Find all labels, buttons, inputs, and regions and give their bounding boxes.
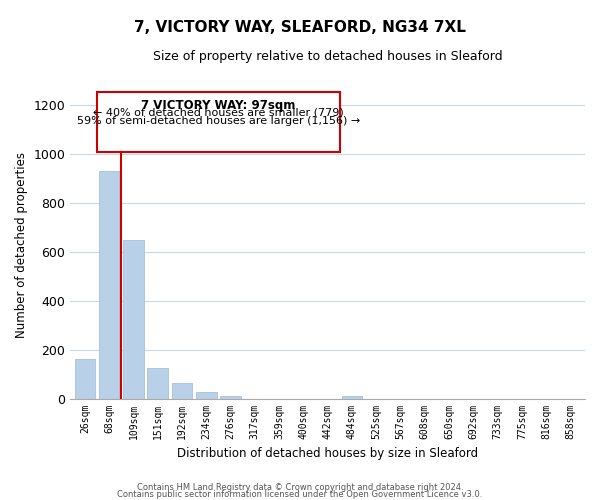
Text: 59% of semi-detached houses are larger (1,156) →: 59% of semi-detached houses are larger (…	[77, 116, 360, 126]
Bar	[196, 392, 217, 398]
Bar	[148, 368, 168, 398]
Bar	[123, 240, 144, 398]
Title: Size of property relative to detached houses in Sleaford: Size of property relative to detached ho…	[153, 50, 502, 63]
FancyBboxPatch shape	[97, 92, 340, 152]
Y-axis label: Number of detached properties: Number of detached properties	[15, 152, 28, 338]
Bar	[172, 384, 192, 398]
Text: ← 40% of detached houses are smaller (779): ← 40% of detached houses are smaller (77…	[93, 108, 344, 118]
Text: 7, VICTORY WAY, SLEAFORD, NG34 7XL: 7, VICTORY WAY, SLEAFORD, NG34 7XL	[134, 20, 466, 35]
Bar	[99, 171, 119, 398]
Bar	[220, 396, 241, 398]
Bar	[74, 359, 95, 399]
X-axis label: Distribution of detached houses by size in Sleaford: Distribution of detached houses by size …	[177, 447, 478, 460]
Text: Contains HM Land Registry data © Crown copyright and database right 2024.: Contains HM Land Registry data © Crown c…	[137, 484, 463, 492]
Text: Contains public sector information licensed under the Open Government Licence v3: Contains public sector information licen…	[118, 490, 482, 499]
Text: 7 VICTORY WAY: 97sqm: 7 VICTORY WAY: 97sqm	[141, 99, 296, 112]
Bar	[341, 396, 362, 398]
